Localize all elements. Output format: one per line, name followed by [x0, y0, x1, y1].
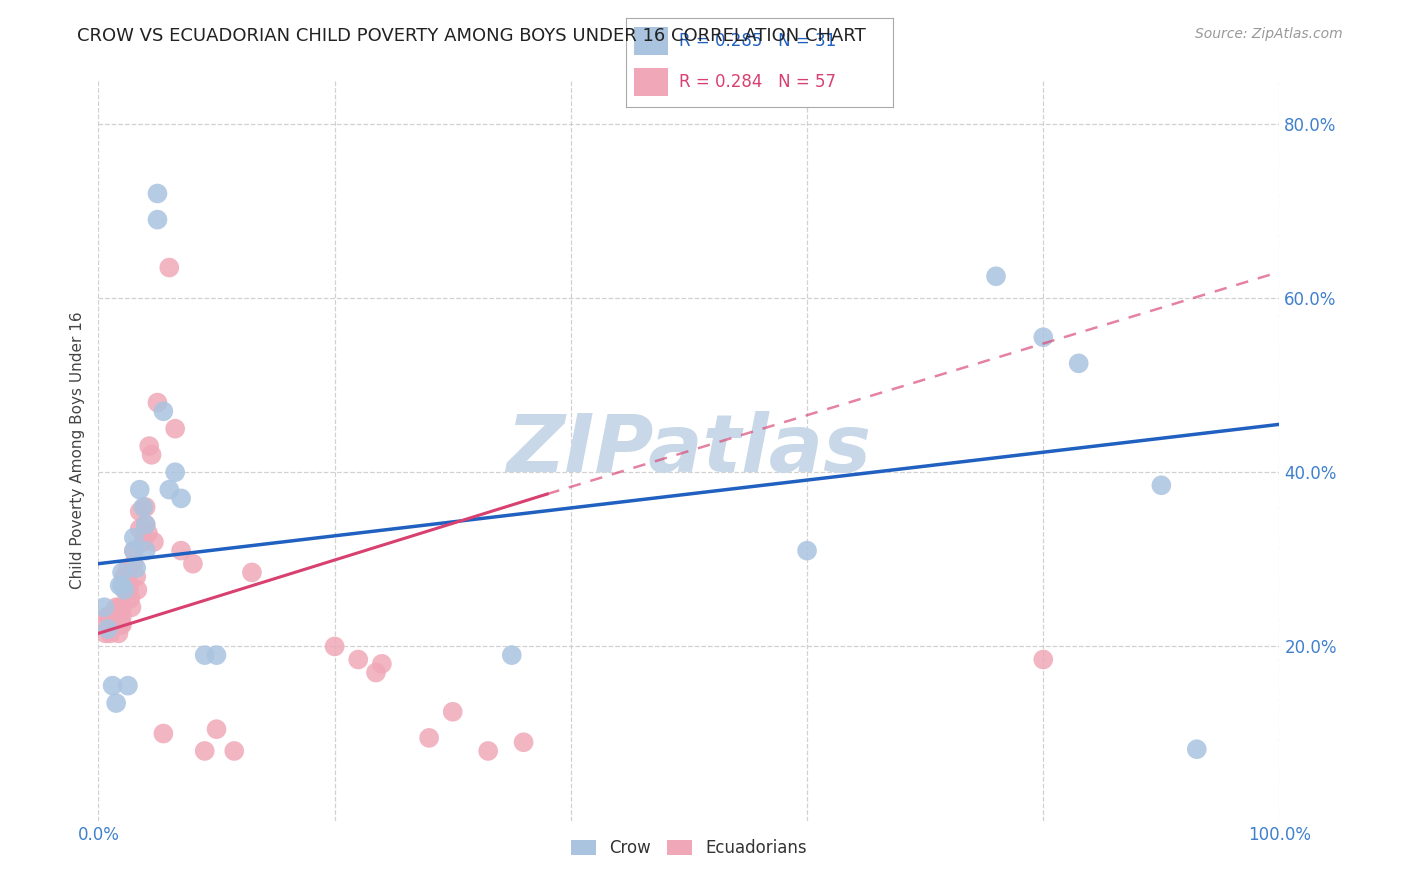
Point	[512, 735, 534, 749]
Point	[110, 617, 132, 632]
Point	[418, 731, 440, 745]
Point	[477, 744, 499, 758]
Point	[1032, 652, 1054, 666]
Point	[98, 622, 121, 636]
Point	[101, 609, 124, 624]
Point	[165, 465, 187, 479]
Point	[111, 600, 134, 615]
Point	[108, 609, 131, 624]
Point	[105, 600, 128, 615]
Point	[240, 566, 263, 580]
Point	[347, 652, 370, 666]
Point	[135, 543, 157, 558]
Point	[138, 439, 160, 453]
Point	[114, 582, 136, 597]
Point	[501, 648, 523, 662]
Point	[152, 404, 174, 418]
Text: Source: ZipAtlas.com: Source: ZipAtlas.com	[1195, 27, 1343, 41]
Point	[118, 582, 141, 597]
Point	[1150, 478, 1173, 492]
Point	[128, 504, 150, 518]
Legend: Crow, Ecuadorians: Crow, Ecuadorians	[564, 833, 814, 864]
Point	[194, 648, 217, 662]
Point	[1185, 742, 1208, 756]
Point	[125, 570, 148, 584]
Point	[97, 609, 120, 624]
Point	[111, 578, 134, 592]
Point	[157, 483, 180, 497]
Point	[112, 582, 135, 597]
Point	[205, 648, 228, 662]
Point	[105, 617, 128, 632]
Point	[97, 622, 120, 636]
Point	[205, 722, 228, 736]
Point	[135, 517, 157, 532]
Point	[117, 561, 139, 575]
Point	[111, 609, 134, 624]
Text: CROW VS ECUADORIAN CHILD POVERTY AMONG BOYS UNDER 16 CORRELATION CHART: CROW VS ECUADORIAN CHILD POVERTY AMONG B…	[77, 27, 866, 45]
Point	[146, 212, 169, 227]
Point	[181, 557, 204, 571]
Point	[108, 600, 131, 615]
Point	[371, 657, 394, 671]
Point	[441, 705, 464, 719]
Point	[157, 260, 180, 275]
Point	[122, 531, 145, 545]
Point	[984, 269, 1007, 284]
Bar	[634, 27, 668, 55]
Point	[117, 574, 139, 588]
Point	[224, 744, 246, 758]
Point	[128, 483, 150, 497]
Point	[105, 609, 128, 624]
Point	[103, 617, 125, 632]
Y-axis label: Child Poverty Among Boys Under 16: Child Poverty Among Boys Under 16	[69, 311, 84, 590]
Point	[111, 617, 134, 632]
Point	[132, 535, 155, 549]
Point	[132, 500, 155, 514]
Point	[98, 626, 121, 640]
Point	[152, 726, 174, 740]
Point	[101, 679, 124, 693]
Point	[105, 696, 128, 710]
Point	[170, 491, 193, 506]
Point	[165, 422, 187, 436]
Point	[120, 591, 142, 606]
Point	[135, 500, 157, 514]
Point	[127, 582, 149, 597]
Text: R = 0.284   N = 57: R = 0.284 N = 57	[679, 73, 837, 91]
Point	[93, 617, 115, 632]
Point	[796, 543, 818, 558]
Point	[122, 543, 145, 558]
Point	[112, 570, 135, 584]
Point	[194, 744, 217, 758]
Bar	[634, 68, 668, 96]
Point	[122, 543, 145, 558]
Point	[117, 679, 139, 693]
Point	[93, 600, 115, 615]
Point	[98, 609, 121, 624]
Text: R = 0.285   N = 31: R = 0.285 N = 31	[679, 32, 837, 50]
Text: ZIPatlas: ZIPatlas	[506, 411, 872, 490]
Point	[111, 566, 134, 580]
Point	[107, 626, 129, 640]
Point	[170, 543, 193, 558]
Point	[135, 517, 157, 532]
Point	[141, 448, 163, 462]
Point	[1067, 356, 1090, 370]
Point	[146, 186, 169, 201]
Point	[125, 561, 148, 575]
Point	[323, 640, 346, 654]
Point	[142, 535, 165, 549]
Point	[122, 557, 145, 571]
Point	[128, 522, 150, 536]
Point	[108, 578, 131, 592]
Point	[1032, 330, 1054, 344]
Point	[94, 626, 117, 640]
Point	[146, 395, 169, 409]
Point	[136, 526, 159, 541]
Point	[121, 600, 143, 615]
Point	[364, 665, 387, 680]
